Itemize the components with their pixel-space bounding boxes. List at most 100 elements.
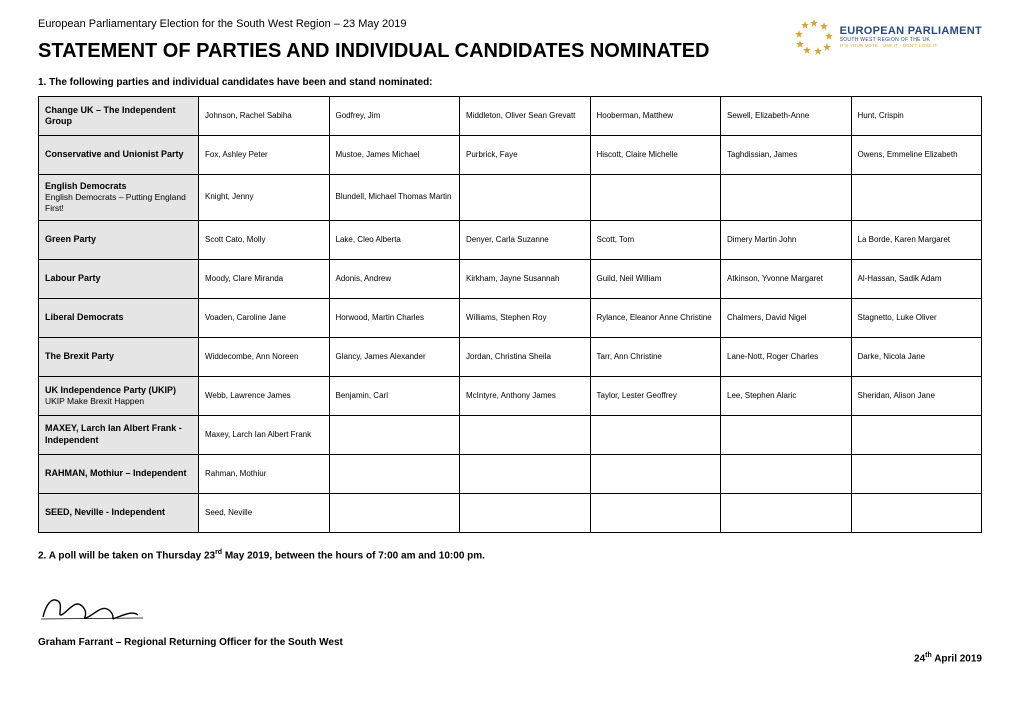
candidate-cell: Denyer, Carla Suzanne: [460, 220, 591, 259]
party-cell: SEED, Neville - Independent: [39, 493, 199, 532]
party-name: English Democrats: [45, 181, 192, 192]
party-cell: UK Independence Party (UKIP)UKIP Make Br…: [39, 376, 199, 415]
candidate-cell: [460, 415, 591, 454]
candidate-cell: [721, 454, 852, 493]
candidate-cell: [329, 415, 460, 454]
candidate-cell: [721, 493, 852, 532]
candidate-cell: [329, 493, 460, 532]
candidate-cell: Seed, Neville: [199, 493, 330, 532]
candidate-cell: Williams, Stephen Roy: [460, 298, 591, 337]
candidate-cell: Adonis, Andrew: [329, 259, 460, 298]
candidate-cell: Benjamin, Carl: [329, 376, 460, 415]
candidate-cell: Mustoe, James Michael: [329, 136, 460, 175]
candidate-cell: Purbrick, Faye: [460, 136, 591, 175]
candidate-cell: Rylance, Eleanor Anne Christine: [590, 298, 721, 337]
candidate-cell: Scott Cato, Molly: [199, 220, 330, 259]
candidate-cell: [721, 175, 852, 221]
table-row: Labour Party Moody, Clare MirandaAdonis, …: [39, 259, 982, 298]
candidate-cell: Taghdissian, James: [721, 136, 852, 175]
party-cell: English DemocratsEnglish Democrats – Put…: [39, 175, 199, 221]
candidate-cell: Fox, Ashley Peter: [199, 136, 330, 175]
issue-date: 24th April 2019: [38, 652, 982, 664]
candidate-cell: Chalmers, David Nigel: [721, 298, 852, 337]
candidate-cell: Sewell, Elizabeth-Anne: [721, 97, 852, 136]
candidate-cell: Hooberman, Matthew: [590, 97, 721, 136]
table-row: English DemocratsEnglish Democrats – Put…: [39, 175, 982, 221]
candidate-cell: Webb, Lawrence James: [199, 376, 330, 415]
party-name: MAXEY, Larch Ian Albert Frank - Independ…: [45, 423, 192, 446]
table-row: The Brexit Party Widdecombe, Ann NoreenGl…: [39, 337, 982, 376]
candidate-cell: Dimery Martin John: [721, 220, 852, 259]
candidate-cell: Voaden, Caroline Jane: [199, 298, 330, 337]
table-row: SEED, Neville - Independent Seed, Neville: [39, 493, 982, 532]
candidate-cell: Atkinson, Yvonne Margaret: [721, 259, 852, 298]
candidate-cell: Lake, Cleo Alberta: [329, 220, 460, 259]
party-name: Labour Party: [45, 273, 192, 284]
candidate-cell: [590, 454, 721, 493]
party-cell: Change UK – The Independent Group: [39, 97, 199, 136]
party-cell: Green Party: [39, 220, 199, 259]
candidate-cell: Moody, Clare Miranda: [199, 259, 330, 298]
party-name: Change UK – The Independent Group: [45, 105, 192, 128]
logo-tagline: IT'S YOUR VOTE · USE IT · DON'T LOSE IT: [840, 43, 982, 48]
candidate-cell: Glancy, James Alexander: [329, 337, 460, 376]
candidate-cell: [851, 415, 982, 454]
document-title: STATEMENT OF PARTIES AND INDIVIDUAL CAND…: [38, 40, 794, 63]
party-cell: MAXEY, Larch Ian Albert Frank - Independ…: [39, 415, 199, 454]
party-name: SEED, Neville - Independent: [45, 507, 192, 518]
candidate-cell: Hunt, Crispin: [851, 97, 982, 136]
candidate-cell: La Borde, Karen Margaret: [851, 220, 982, 259]
party-name: UK Independence Party (UKIP): [45, 385, 192, 396]
candidate-cell: Middleton, Oliver Sean Grevatt: [460, 97, 591, 136]
candidate-cell: [460, 175, 591, 221]
party-name: Green Party: [45, 234, 192, 245]
party-name: Conservative and Unionist Party: [45, 149, 192, 160]
logo: EUROPEAN PARLIAMENT SOUTH WEST REGION OF…: [794, 16, 982, 56]
candidates-table: Change UK – The Independent GroupJohnson…: [38, 96, 982, 533]
candidate-cell: [460, 493, 591, 532]
eu-stars-icon: [794, 16, 834, 56]
candidate-cell: [329, 454, 460, 493]
table-row: UK Independence Party (UKIP)UKIP Make Br…: [39, 376, 982, 415]
candidate-cell: Rahman, Mothiur: [199, 454, 330, 493]
candidate-cell: Horwood, Martin Charles: [329, 298, 460, 337]
candidate-cell: Hiscott, Claire Michelle: [590, 136, 721, 175]
candidate-cell: Al-Hassan, Sadik Adam: [851, 259, 982, 298]
candidate-cell: Knight, Jenny: [199, 175, 330, 221]
party-cell: Liberal Democrats: [39, 298, 199, 337]
intro-text: 1. The following parties and individual …: [38, 77, 794, 88]
candidate-cell: Sheridan, Alison Jane: [851, 376, 982, 415]
candidate-cell: Tarr, Ann Christine: [590, 337, 721, 376]
party-cell: Labour Party: [39, 259, 199, 298]
candidate-cell: Godfrey, Jim: [329, 97, 460, 136]
candidate-cell: [721, 415, 852, 454]
candidate-cell: [590, 175, 721, 221]
candidate-cell: Kirkham, Jayne Susannah: [460, 259, 591, 298]
candidate-cell: Jordan, Christina Sheila: [460, 337, 591, 376]
signature: [38, 589, 982, 627]
candidate-cell: Widdecombe, Ann Noreen: [199, 337, 330, 376]
candidate-cell: Taylor, Lester Geoffrey: [590, 376, 721, 415]
candidate-cell: Scott, Tom: [590, 220, 721, 259]
header-left: European Parliamentary Election for the …: [38, 18, 794, 96]
table-row: Liberal Democrats Voaden, Caroline JaneHo…: [39, 298, 982, 337]
party-description: English Democrats – Putting England Firs…: [45, 192, 192, 213]
table-row: MAXEY, Larch Ian Albert Frank - Independ…: [39, 415, 982, 454]
candidate-cell: Lane-Nott, Roger Charles: [721, 337, 852, 376]
table-row: Conservative and Unionist Party Fox, Ashl…: [39, 136, 982, 175]
candidate-cell: Owens, Emmeline Elizabeth: [851, 136, 982, 175]
candidate-cell: Stagnetto, Luke Oliver: [851, 298, 982, 337]
party-description: UKIP Make Brexit Happen: [45, 396, 192, 407]
candidate-cell: Darke, Nicola Jane: [851, 337, 982, 376]
document-subtitle: European Parliamentary Election for the …: [38, 18, 794, 30]
table-row: Green Party Scott Cato, MollyLake, Cleo A…: [39, 220, 982, 259]
party-cell: Conservative and Unionist Party: [39, 136, 199, 175]
table-row: Change UK – The Independent GroupJohnson…: [39, 97, 982, 136]
party-name: The Brexit Party: [45, 351, 192, 362]
party-name: Liberal Democrats: [45, 312, 192, 323]
candidate-cell: Blundell, Michael Thomas Martin: [329, 175, 460, 221]
party-name: RAHMAN, Mothiur – Independent: [45, 468, 192, 479]
officer-name: Graham Farrant – Regional Returning Offi…: [38, 637, 982, 648]
candidate-cell: [590, 493, 721, 532]
table-row: RAHMAN, Mothiur – Independent Rahman, Mot…: [39, 454, 982, 493]
